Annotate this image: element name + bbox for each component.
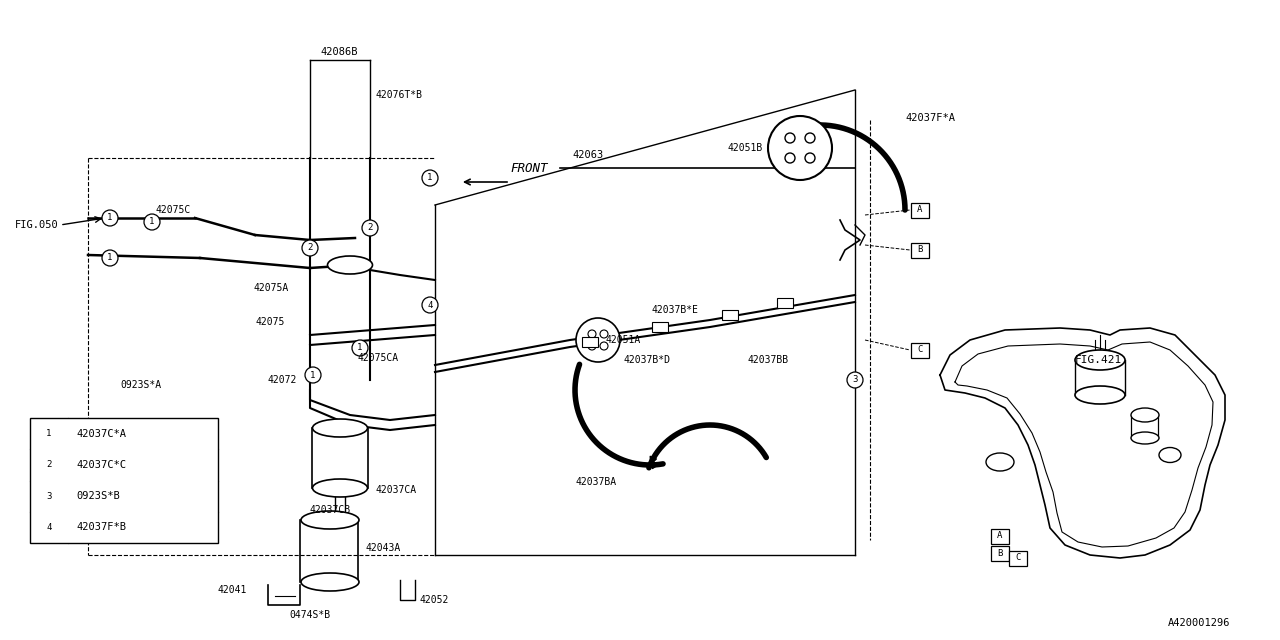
Ellipse shape <box>301 511 358 529</box>
Text: 42051A: 42051A <box>605 335 641 345</box>
Text: 42076T*B: 42076T*B <box>375 90 422 100</box>
Text: 1: 1 <box>357 344 362 353</box>
Text: 42063: 42063 <box>572 150 603 160</box>
Text: 42037B*D: 42037B*D <box>625 355 671 365</box>
Circle shape <box>40 456 58 474</box>
Text: 42041: 42041 <box>218 585 247 595</box>
Text: 42075CA: 42075CA <box>358 353 399 363</box>
Ellipse shape <box>1132 432 1158 444</box>
Text: 42043A: 42043A <box>365 543 401 553</box>
Circle shape <box>576 318 620 362</box>
Text: 1: 1 <box>108 253 113 262</box>
Text: 1: 1 <box>428 173 433 182</box>
Circle shape <box>102 250 118 266</box>
Text: 0923S*A: 0923S*A <box>120 380 161 390</box>
Circle shape <box>40 424 58 443</box>
Ellipse shape <box>986 453 1014 471</box>
Circle shape <box>305 367 321 383</box>
Text: 4: 4 <box>428 301 433 310</box>
Ellipse shape <box>301 573 358 591</box>
Text: 42037BA: 42037BA <box>575 477 616 487</box>
Text: 2: 2 <box>46 460 51 469</box>
Bar <box>911 342 929 358</box>
Text: 42037CB: 42037CB <box>310 505 351 515</box>
Text: 2: 2 <box>367 223 372 232</box>
Text: A420001296: A420001296 <box>1167 618 1230 628</box>
Text: 42037F*A: 42037F*A <box>905 113 955 123</box>
Text: 1: 1 <box>150 218 155 227</box>
Text: 3: 3 <box>852 376 858 385</box>
Text: 42052: 42052 <box>420 595 449 605</box>
Text: B: B <box>997 548 1002 557</box>
Ellipse shape <box>1132 408 1158 422</box>
Circle shape <box>422 170 438 186</box>
Circle shape <box>302 240 317 256</box>
Text: 3: 3 <box>46 492 51 500</box>
Text: 2: 2 <box>307 243 312 253</box>
Text: 42037C*C: 42037C*C <box>76 460 125 470</box>
Ellipse shape <box>312 479 367 497</box>
Text: 42037CA: 42037CA <box>375 485 416 495</box>
Circle shape <box>143 214 160 230</box>
Text: A: A <box>997 531 1002 541</box>
Bar <box>29 418 218 543</box>
Bar <box>777 298 794 308</box>
Circle shape <box>40 487 58 505</box>
Text: B: B <box>918 246 923 255</box>
Ellipse shape <box>328 256 372 274</box>
Text: 42086B: 42086B <box>320 47 357 57</box>
Text: C: C <box>1015 554 1020 563</box>
Text: 1: 1 <box>46 429 51 438</box>
Circle shape <box>102 210 118 226</box>
Text: 0923S*B: 0923S*B <box>76 491 120 501</box>
Text: 42037B*E: 42037B*E <box>652 305 698 315</box>
Text: FIG.421: FIG.421 <box>1075 355 1123 365</box>
Ellipse shape <box>312 419 367 437</box>
Bar <box>582 337 598 347</box>
Text: A: A <box>918 205 923 214</box>
Circle shape <box>352 340 369 356</box>
Polygon shape <box>940 328 1225 558</box>
Ellipse shape <box>1075 386 1125 404</box>
Text: 42075C: 42075C <box>155 205 191 215</box>
Bar <box>991 545 1009 561</box>
Text: 42075: 42075 <box>255 317 284 327</box>
Bar <box>652 322 668 332</box>
Text: 42072: 42072 <box>268 375 297 385</box>
Bar <box>1009 550 1027 566</box>
Ellipse shape <box>1158 447 1181 463</box>
Circle shape <box>362 220 378 236</box>
Bar <box>722 310 739 320</box>
Text: 42037BB: 42037BB <box>748 355 790 365</box>
Circle shape <box>40 518 58 536</box>
Text: 42075A: 42075A <box>253 283 288 293</box>
Circle shape <box>847 372 863 388</box>
Text: 42037C*A: 42037C*A <box>76 429 125 438</box>
Text: FIG.050: FIG.050 <box>15 220 59 230</box>
Text: 4: 4 <box>46 523 51 532</box>
Text: C: C <box>918 346 923 355</box>
Text: 1: 1 <box>108 214 113 223</box>
Text: FRONT: FRONT <box>509 162 548 175</box>
Text: 1: 1 <box>310 371 316 380</box>
Text: 42051B: 42051B <box>728 143 763 153</box>
Bar <box>911 202 929 218</box>
Circle shape <box>768 116 832 180</box>
Circle shape <box>422 297 438 313</box>
Bar <box>911 243 929 257</box>
Bar <box>991 529 1009 543</box>
Ellipse shape <box>1075 350 1125 370</box>
Text: 42037F*B: 42037F*B <box>76 522 125 532</box>
Text: 0474S*B: 0474S*B <box>289 610 330 620</box>
